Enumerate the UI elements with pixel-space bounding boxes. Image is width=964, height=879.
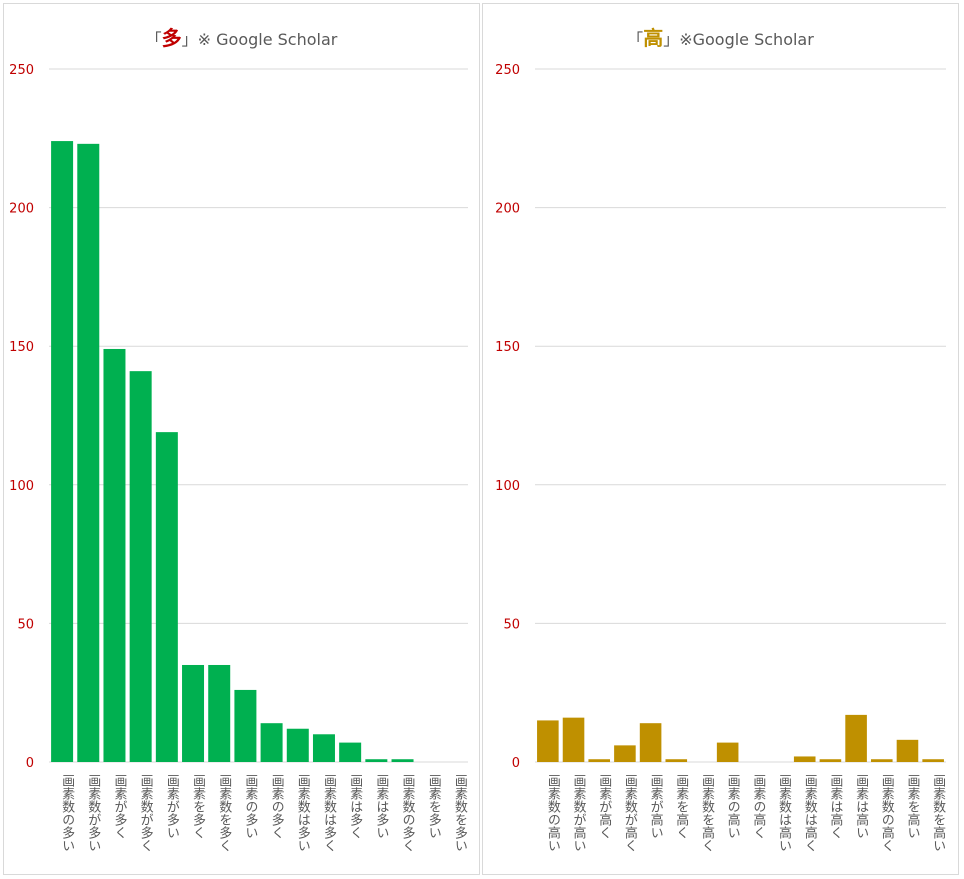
bar	[339, 742, 362, 762]
chart-title: 「多」※ Google Scholar	[4, 22, 479, 51]
y-tick-label: 150	[495, 340, 520, 355]
x-tick-label: 画素数の高く	[879, 774, 895, 852]
x-tick-label: 画素の高い	[725, 774, 741, 839]
x-tick-label: 画素数の多く	[400, 774, 416, 852]
bar	[793, 756, 816, 762]
bar	[208, 664, 231, 762]
y-tick-label: 100	[9, 479, 34, 494]
x-tick-label: 画素を高い	[904, 774, 920, 839]
y-tick-label: 0	[512, 756, 520, 771]
bar	[588, 759, 611, 762]
x-tick-label: 画素の多く	[269, 774, 285, 839]
x-tick-label: 画素が多く	[111, 774, 127, 839]
x-tick-label: 画素が多い	[164, 774, 180, 839]
bar	[870, 759, 893, 762]
x-tick-label: 画素が高い	[648, 774, 664, 839]
bar	[312, 734, 335, 762]
bar	[391, 759, 414, 762]
x-tick-label: 画素が高く	[596, 774, 612, 839]
x-tick-label: 画素を多く	[190, 774, 206, 839]
x-tick-label: 画素は高い	[853, 774, 869, 839]
x-tick-label: 画素数は高い	[776, 774, 792, 852]
x-tick-label: 画素数の多い	[59, 774, 75, 852]
x-tick-label: 画素の多い	[242, 774, 258, 839]
title-source: 」※ Google Scholar	[181, 30, 338, 49]
bar	[665, 759, 688, 762]
y-tick-label: 50	[17, 617, 34, 632]
bar	[234, 689, 257, 762]
bar	[103, 348, 126, 762]
x-tick-label: 画素数を多く	[216, 774, 232, 852]
chart-title: 「高」※Google Scholar	[483, 22, 958, 51]
title-open-bracket: 「	[145, 30, 162, 49]
x-tick-label: 画素は多い	[373, 774, 389, 839]
bar	[182, 664, 205, 762]
x-tick-label: 画素を高く	[673, 774, 689, 839]
y-tick-label: 250	[495, 63, 520, 78]
x-tick-label: 画素を多い	[426, 774, 442, 839]
bar	[77, 143, 100, 762]
title-source: 」※Google Scholar	[663, 30, 814, 49]
x-tick-label: 画素数が高く	[622, 774, 638, 852]
bar	[365, 759, 388, 762]
y-tick-label: 200	[9, 202, 34, 217]
title-open-bracket: 「	[627, 30, 644, 49]
y-tick-label: 100	[495, 479, 520, 494]
bar	[716, 742, 739, 762]
bar	[845, 714, 867, 762]
y-tick-label: 200	[495, 202, 520, 217]
x-tick-label: 画素数を高い	[930, 774, 946, 852]
title-kanji: 高	[643, 26, 664, 50]
x-tick-label: 画素数は多い	[295, 774, 311, 852]
bar	[260, 723, 283, 762]
bar	[614, 745, 636, 762]
x-tick-label: 画素数を多い	[452, 774, 468, 852]
bar	[537, 720, 559, 762]
x-tick-label: 画素数は高く	[802, 774, 818, 852]
chart-panel-takai: 「高」※Google Scholar 0 50 100 150 200 250 画素数の高い…	[482, 3, 959, 875]
bar	[562, 717, 585, 762]
bar	[51, 141, 74, 762]
bar	[819, 759, 842, 762]
bar	[286, 728, 309, 762]
x-tick-label: 画素は多く	[347, 774, 363, 839]
y-tick-label: 150	[9, 340, 34, 355]
bar	[896, 739, 919, 762]
x-tick-label: 画素の高く	[750, 774, 766, 839]
bar	[129, 371, 152, 762]
bar	[639, 723, 662, 762]
bar	[155, 432, 178, 762]
x-tick-label: 画素数が多く	[138, 774, 154, 852]
x-tick-label: 画素数は多く	[321, 774, 337, 852]
y-tick-label: 250	[9, 63, 34, 78]
y-tick-label: 0	[26, 756, 34, 771]
x-tick-label: 画素数が多い	[85, 774, 101, 852]
x-tick-label: 画素数を高く	[699, 774, 715, 852]
y-tick-label: 50	[503, 617, 520, 632]
chart-panel-ooi: 「多」※ Google Scholar 0 50 100 150 200 250 画素数の多…	[3, 3, 480, 875]
bar	[922, 759, 944, 762]
x-tick-label: 画素は高く	[827, 774, 843, 839]
title-kanji: 多	[161, 26, 182, 50]
x-tick-label: 画素数の高い	[545, 774, 561, 852]
x-tick-label: 画素数が高い	[571, 774, 587, 852]
